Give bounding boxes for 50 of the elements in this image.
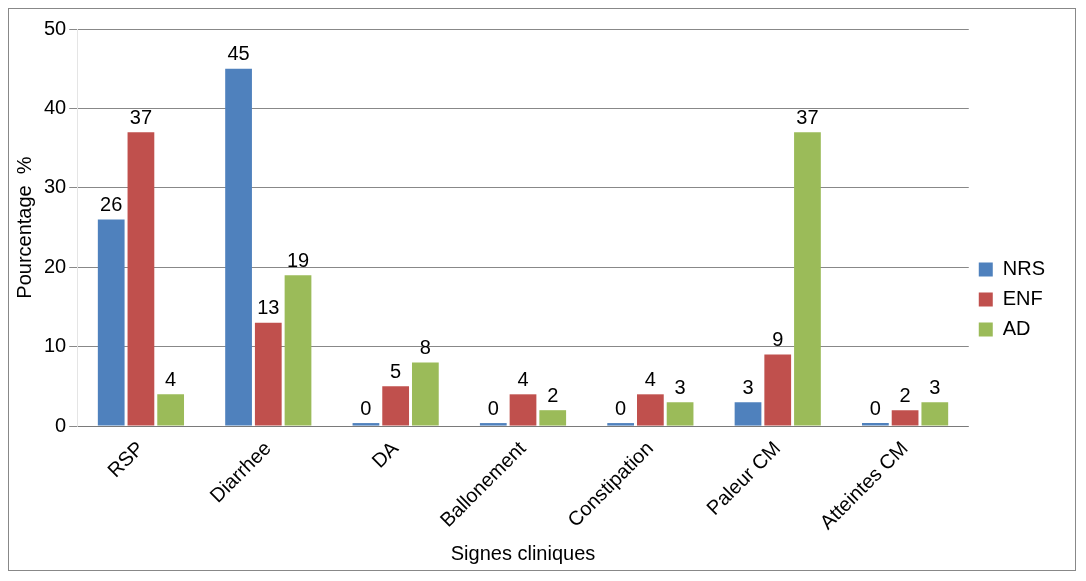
legend-label: NRS (1002, 257, 1046, 280)
data-label: 26 (100, 193, 123, 216)
data-label: 3 (674, 375, 686, 398)
bar (539, 410, 567, 426)
data-label: 45 (227, 42, 250, 65)
bar (97, 219, 125, 426)
y-tick-label: 20 (44, 254, 67, 277)
y-tick-label: 30 (44, 175, 67, 198)
bar (734, 402, 762, 426)
y-tick-label: 50 (44, 16, 67, 39)
bar (509, 394, 537, 426)
x-tick-label: DA (367, 436, 403, 472)
bar (891, 410, 919, 426)
bar (284, 275, 312, 426)
data-label: 13 (257, 296, 280, 319)
data-label: 37 (796, 105, 819, 128)
data-label: 5 (390, 359, 402, 382)
bar (921, 402, 949, 426)
data-label: 0 (360, 396, 372, 419)
bar (225, 68, 252, 426)
y-tick-label: 0 (55, 413, 67, 436)
legend-label: ENF (1002, 287, 1043, 310)
data-label: 3 (929, 375, 941, 398)
y-tick-label: 10 (44, 334, 67, 357)
x-axis-title: Signes cliniques (450, 541, 596, 564)
bar (666, 402, 694, 426)
data-label: 37 (129, 105, 153, 128)
y-axis-title: Pourcentage % (12, 156, 35, 299)
bar (254, 322, 282, 426)
data-label: 0 (487, 396, 499, 419)
data-label: 8 (419, 336, 431, 359)
data-label: 2 (547, 383, 559, 406)
bar (637, 394, 664, 426)
bar (157, 394, 185, 426)
data-label: 4 (517, 367, 529, 390)
data-label: 0 (615, 396, 627, 419)
bar (127, 132, 155, 426)
data-label: 4 (644, 367, 656, 390)
data-label: 3 (742, 375, 754, 398)
bar (411, 362, 439, 426)
data-label: 9 (772, 328, 784, 351)
data-label: 0 (869, 396, 881, 419)
data-label: 4 (165, 367, 177, 390)
bar (382, 386, 410, 426)
y-tick-label: 40 (44, 95, 67, 118)
data-label: 2 (899, 383, 911, 406)
legend-label: AD (1002, 317, 1031, 340)
data-label: 19 (286, 248, 310, 271)
bar (764, 354, 792, 426)
bar (794, 132, 821, 426)
